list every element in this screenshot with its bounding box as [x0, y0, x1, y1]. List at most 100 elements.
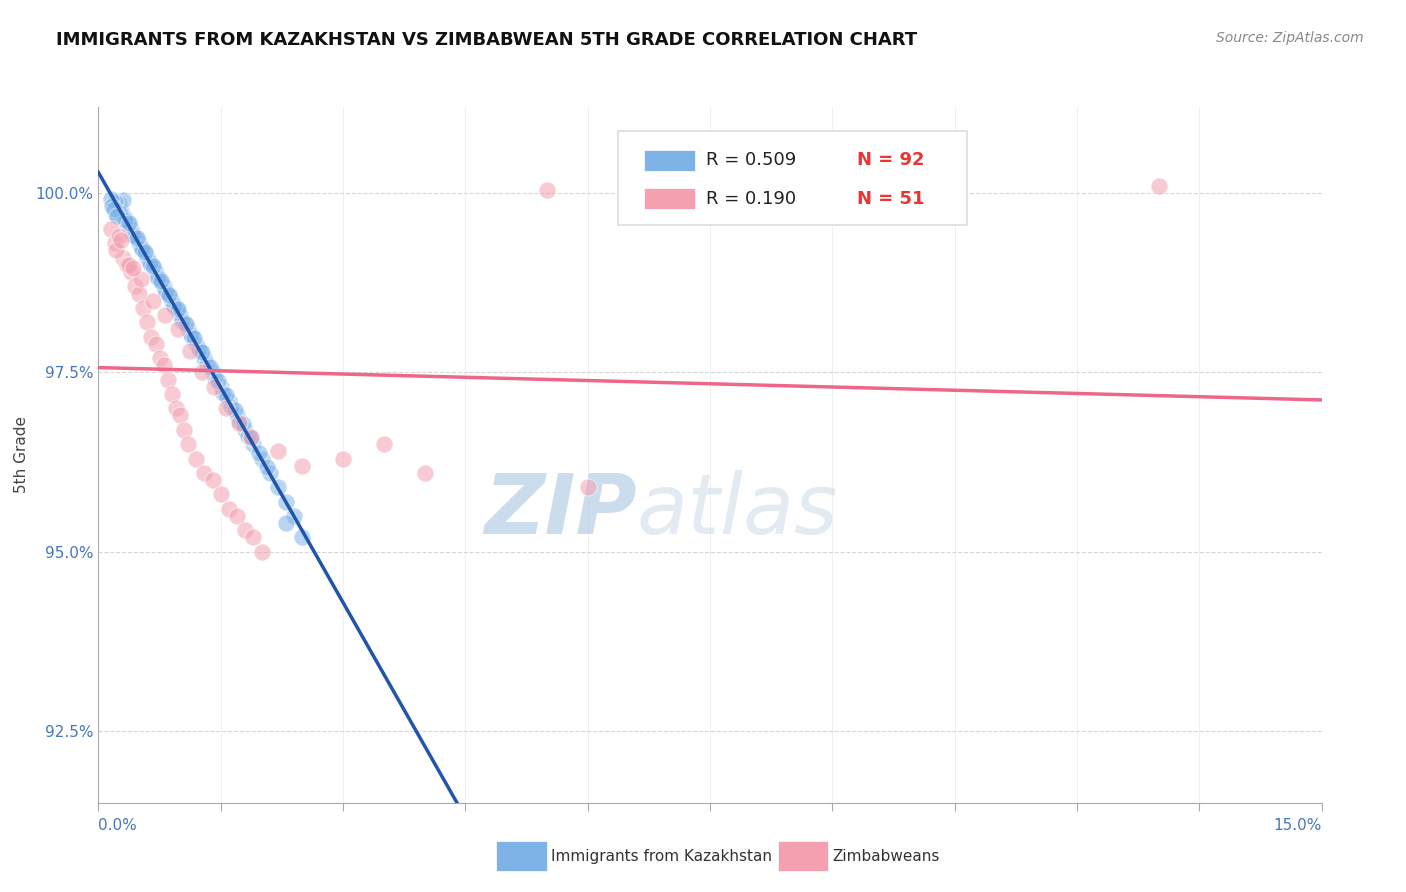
Point [167, 304, 190, 318]
Point [132, 244, 155, 258]
Text: atlas: atlas [637, 470, 838, 551]
Point [150, 276, 173, 290]
Point [131, 242, 153, 256]
Point [120, 222, 142, 236]
Point [180, 328, 202, 343]
Point [218, 501, 240, 516]
Point [209, 380, 232, 394]
Point [114, 213, 136, 227]
Point [117, 216, 139, 230]
Point [226, 508, 249, 523]
Point [191, 345, 214, 359]
Point [110, 206, 132, 220]
Point [124, 279, 146, 293]
Point [110, 233, 132, 247]
Point [100, 222, 122, 236]
Point [233, 523, 256, 537]
Point [201, 366, 224, 380]
Point [117, 258, 139, 272]
Point [274, 494, 297, 508]
Point [198, 359, 221, 374]
Point [204, 371, 226, 385]
Point [136, 315, 159, 329]
Point [193, 466, 215, 480]
Point [141, 258, 163, 272]
FancyBboxPatch shape [644, 188, 696, 210]
Point [232, 417, 254, 431]
Point [152, 279, 174, 293]
Point [159, 290, 181, 304]
Point [373, 437, 395, 451]
Point [173, 423, 195, 437]
Text: Immigrants from Kazakhstan: Immigrants from Kazakhstan [551, 849, 772, 863]
Point [172, 314, 194, 328]
Point [259, 466, 281, 480]
Point [135, 247, 157, 261]
Point [139, 256, 162, 270]
Point [108, 197, 131, 211]
Point [141, 329, 163, 343]
Point [201, 473, 224, 487]
Point [136, 251, 159, 265]
Point [207, 374, 229, 388]
Point [132, 301, 155, 315]
Point [188, 343, 212, 358]
Point [155, 285, 177, 299]
Point [177, 437, 200, 451]
Point [118, 219, 141, 233]
Point [142, 261, 165, 276]
Point [267, 444, 290, 458]
Point [145, 265, 167, 279]
Point [187, 343, 209, 357]
Point [105, 244, 128, 258]
Point [169, 409, 191, 423]
Text: N = 51: N = 51 [856, 190, 924, 208]
Point [267, 480, 290, 494]
Point [177, 322, 200, 336]
Y-axis label: 5th Grade: 5th Grade [14, 417, 28, 493]
Point [233, 423, 256, 437]
Text: ZIP: ZIP [484, 470, 637, 551]
Point [160, 293, 183, 308]
FancyBboxPatch shape [619, 131, 967, 226]
Point [195, 357, 218, 371]
Point [142, 260, 165, 274]
Point [536, 182, 558, 196]
Point [128, 286, 150, 301]
Point [122, 261, 145, 276]
Point [242, 437, 264, 451]
Point [228, 414, 250, 428]
Point [165, 401, 187, 416]
Point [576, 480, 599, 494]
Point [129, 272, 152, 286]
Point [138, 254, 160, 268]
Point [239, 432, 262, 446]
Point [115, 215, 138, 229]
Point [165, 301, 187, 315]
Point [155, 308, 177, 322]
Point [174, 317, 197, 331]
Point [115, 258, 138, 272]
Point [256, 460, 278, 475]
Point [163, 300, 186, 314]
Point [291, 530, 314, 544]
Point [124, 229, 146, 244]
Text: R = 0.509: R = 0.509 [706, 151, 797, 169]
Point [236, 428, 259, 442]
Point [125, 230, 148, 244]
Point [193, 351, 215, 365]
Point [146, 268, 169, 283]
Point [1147, 178, 1170, 193]
Text: Zimbabweans: Zimbabweans [832, 849, 939, 863]
Point [291, 458, 314, 473]
Point [181, 329, 204, 343]
Point [142, 293, 165, 308]
Point [221, 400, 243, 414]
Point [191, 366, 214, 380]
Point [156, 286, 179, 301]
Text: 0.0%: 0.0% [98, 818, 138, 832]
Point [101, 201, 124, 215]
Point [104, 194, 127, 209]
Point [215, 401, 238, 416]
Point [160, 387, 183, 401]
